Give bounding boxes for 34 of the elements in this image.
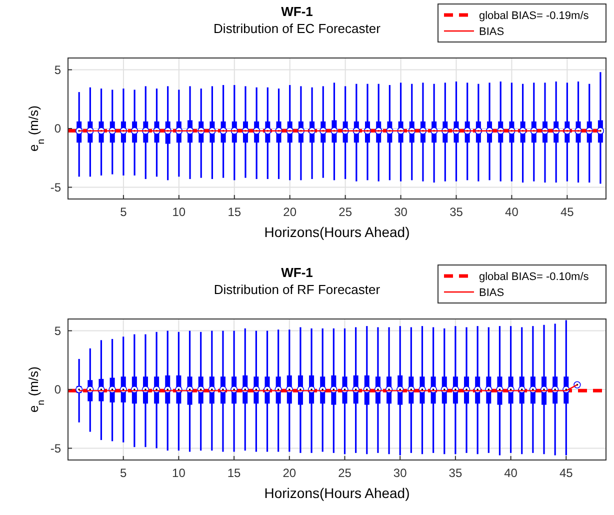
x-tick-label: 40 <box>504 466 518 480</box>
legend-label: global BIAS= -0.10m/s <box>479 270 590 283</box>
x-tick-label: 25 <box>338 466 352 480</box>
x-tick-label: 25 <box>338 205 352 219</box>
chart-title: WF-1 <box>281 4 313 19</box>
legend-label: BIAS <box>479 286 504 299</box>
x-tick-label: 10 <box>172 466 186 480</box>
x-tick-label: 15 <box>227 466 242 480</box>
x-tick-label: 45 <box>559 466 574 480</box>
x-axis-title: Horizons(Hours Ahead) <box>264 485 410 501</box>
chart-subtitle: Distribution of EC Forecaster <box>214 21 382 36</box>
y-tick-label: 0 <box>54 382 62 397</box>
x-tick-label: 15 <box>228 205 242 219</box>
legend-label: BIAS <box>479 26 504 38</box>
y-tick-label: 5 <box>54 62 62 77</box>
x-tick-label: 20 <box>283 205 297 219</box>
y-tick-label: -5 <box>50 180 62 194</box>
x-tick-label: 45 <box>560 205 574 219</box>
legend-label: global BIAS= -0.19m/s <box>479 10 590 22</box>
x-tick-label: 5 <box>120 466 128 480</box>
x-tick-label: 30 <box>394 205 408 219</box>
y-tick-label: 5 <box>54 324 62 338</box>
y-tick-label: -5 <box>50 441 62 456</box>
chart-title: WF-1 <box>281 265 313 280</box>
x-tick-label: 20 <box>282 466 296 480</box>
x-tick-label: 10 <box>172 205 186 219</box>
x-tick-label: 35 <box>450 205 464 219</box>
chart-subtitle: Distribution of RF Forecaster <box>214 282 381 297</box>
y-tick-label: 0 <box>54 122 62 136</box>
x-axis-title: Horizons(Hours Ahead) <box>264 224 410 240</box>
x-tick-label: 40 <box>505 205 519 219</box>
x-tick-label: 30 <box>393 466 408 480</box>
x-tick-label: 35 <box>448 466 462 480</box>
x-tick-label: 5 <box>120 205 128 219</box>
